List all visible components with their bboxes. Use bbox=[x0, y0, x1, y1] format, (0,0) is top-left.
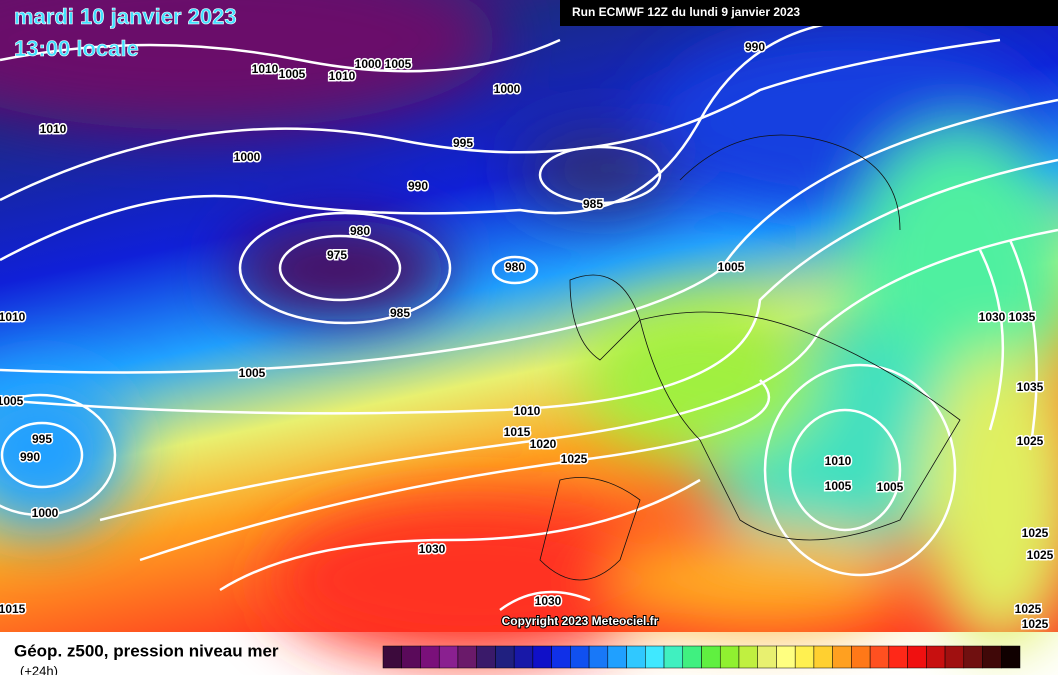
colorbar-swatch bbox=[738, 645, 758, 669]
isobar-label: 1010 bbox=[825, 454, 852, 468]
colorbar-swatch bbox=[607, 645, 627, 669]
isobar-label: 995 bbox=[453, 136, 473, 150]
isobar-label: 1005 bbox=[0, 394, 24, 408]
colorbar-swatch bbox=[757, 645, 777, 669]
colorbar bbox=[382, 645, 1021, 669]
colorbar-swatch bbox=[457, 645, 477, 669]
colorbar-swatch bbox=[626, 645, 646, 669]
isobar-label: 1000 bbox=[494, 82, 521, 96]
isobar-label: 1025 bbox=[561, 452, 588, 466]
colorbar-swatch bbox=[869, 645, 890, 669]
isobar-label: 980 bbox=[350, 224, 370, 238]
isobar-label: 1035 bbox=[1017, 380, 1044, 394]
isobar-label: 1010 bbox=[514, 404, 541, 418]
colorbar-swatch bbox=[551, 645, 571, 669]
colorbar-swatch bbox=[944, 645, 965, 669]
isobar-label: 1010 bbox=[329, 69, 356, 83]
color-field bbox=[0, 0, 1058, 660]
isobars bbox=[0, 17, 1058, 612]
colorbar-swatch bbox=[382, 645, 402, 669]
isobar-label: 980 bbox=[505, 260, 525, 274]
isobar-label: 990 bbox=[408, 179, 428, 193]
date: mardi 10 janvier 2023 bbox=[14, 4, 237, 29]
colorbar-swatch bbox=[907, 645, 927, 669]
colorbar-swatch bbox=[570, 645, 590, 669]
isobar-label: 990 bbox=[20, 450, 40, 464]
isobar-label: 1005 bbox=[279, 67, 306, 81]
isobar-label: 1035 bbox=[1009, 310, 1036, 324]
isobar-label: 985 bbox=[390, 306, 410, 320]
isobar-label: 1015 bbox=[504, 425, 531, 439]
isobar-label: 1005 bbox=[239, 366, 266, 380]
isobar-label: 1020 bbox=[530, 437, 557, 451]
colorbar-swatch bbox=[926, 645, 946, 669]
colorbar-swatch bbox=[438, 645, 459, 669]
isobar-label: 990 bbox=[745, 40, 765, 54]
legend-title: Géop. z500, pression niveau mer bbox=[14, 641, 279, 660]
isobar-label: 1030 bbox=[419, 542, 446, 556]
colorbar-swatch bbox=[401, 645, 421, 669]
isobar-label: 1030 bbox=[535, 594, 562, 608]
colorbar-swatch bbox=[645, 645, 665, 669]
colorbar-swatch bbox=[719, 645, 740, 669]
copyright: Copyright 2023 Meteociel.fr bbox=[502, 614, 659, 628]
isobar-label: 995 bbox=[32, 432, 52, 446]
colorbar-swatch bbox=[963, 645, 983, 669]
coastlines bbox=[539, 134, 961, 581]
colorbar-swatch bbox=[794, 645, 815, 669]
isobar-label: 1030 bbox=[979, 310, 1006, 324]
isobar-label: 1015 bbox=[0, 602, 26, 616]
run-banner bbox=[560, 0, 1058, 26]
colorbar-swatch bbox=[982, 645, 1002, 669]
isobar-label: 1010 bbox=[252, 62, 279, 76]
isobar-label: 975 bbox=[327, 248, 347, 262]
colorbar-swatch bbox=[776, 645, 796, 669]
isobar-label: 1000 bbox=[355, 57, 382, 71]
isobar-label: 1010 bbox=[0, 310, 26, 324]
colorbar-swatch bbox=[888, 645, 908, 669]
colorbar-swatch bbox=[495, 645, 515, 669]
colorbar-swatch bbox=[851, 645, 871, 669]
isobar-label: 1010 bbox=[40, 122, 67, 136]
colorbar-swatch bbox=[663, 645, 684, 669]
isobar-label: 1000 bbox=[234, 150, 261, 164]
isobar-label: 1025 bbox=[1027, 548, 1054, 562]
isobar-label: 1000 bbox=[32, 506, 59, 520]
isobar-label: 1025 bbox=[1022, 526, 1049, 540]
isobar-label: 1025 bbox=[1022, 617, 1049, 631]
isobar-label: 1005 bbox=[877, 480, 904, 494]
isobar-label: 1025 bbox=[1015, 602, 1042, 616]
colorbar-swatch bbox=[1001, 645, 1021, 669]
colorbar-swatch bbox=[532, 645, 552, 669]
time: 13:00 locale bbox=[14, 36, 139, 61]
colorbar-swatch bbox=[813, 645, 833, 669]
colorbar-swatch bbox=[513, 645, 534, 669]
colorbar-swatch bbox=[682, 645, 702, 669]
colorbar-swatch bbox=[476, 645, 496, 669]
colorbar-swatch bbox=[420, 645, 440, 669]
legend-subtitle: (+24h) bbox=[20, 663, 58, 675]
isobar-label: 1025 bbox=[1017, 434, 1044, 448]
isobar-label: 985 bbox=[583, 197, 603, 211]
run-info: Run ECMWF 12Z du lundi 9 janvier 2023 bbox=[572, 5, 800, 19]
isobar-label: 1005 bbox=[385, 57, 412, 71]
colorbar-swatch bbox=[701, 645, 721, 669]
colorbar-swatch bbox=[832, 645, 852, 669]
isobar-label: 1005 bbox=[825, 479, 852, 493]
colorbar-swatch bbox=[588, 645, 609, 669]
isobar-label: 1005 bbox=[718, 260, 745, 274]
